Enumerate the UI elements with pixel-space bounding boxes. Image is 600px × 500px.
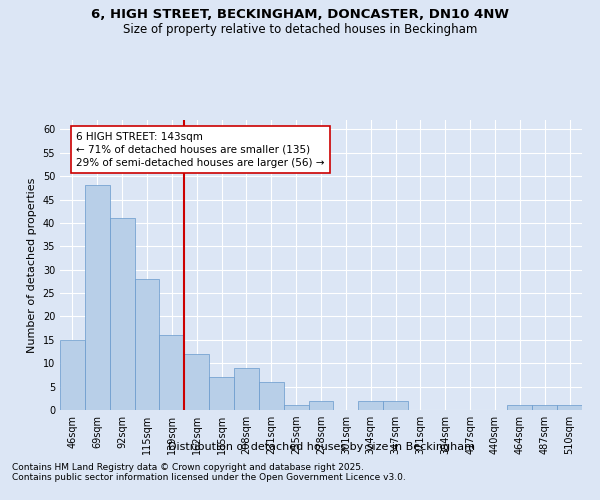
Bar — [557, 406, 582, 410]
Bar — [308, 400, 334, 410]
Bar — [358, 400, 383, 410]
Y-axis label: Number of detached properties: Number of detached properties — [27, 178, 37, 352]
Text: Distribution of detached houses by size in Beckingham: Distribution of detached houses by size … — [167, 442, 475, 452]
Bar — [532, 406, 557, 410]
Text: Contains public sector information licensed under the Open Government Licence v3: Contains public sector information licen… — [12, 474, 406, 482]
Bar — [184, 354, 209, 410]
Bar — [234, 368, 259, 410]
Text: 6, HIGH STREET, BECKINGHAM, DONCASTER, DN10 4NW: 6, HIGH STREET, BECKINGHAM, DONCASTER, D… — [91, 8, 509, 20]
Bar — [284, 406, 308, 410]
Text: Size of property relative to detached houses in Beckingham: Size of property relative to detached ho… — [123, 22, 477, 36]
Text: 6 HIGH STREET: 143sqm
← 71% of detached houses are smaller (135)
29% of semi-det: 6 HIGH STREET: 143sqm ← 71% of detached … — [76, 132, 325, 168]
Bar — [85, 186, 110, 410]
Text: Contains HM Land Registry data © Crown copyright and database right 2025.: Contains HM Land Registry data © Crown c… — [12, 464, 364, 472]
Bar — [110, 218, 134, 410]
Bar — [60, 340, 85, 410]
Bar — [508, 406, 532, 410]
Bar — [160, 335, 184, 410]
Bar — [259, 382, 284, 410]
Bar — [209, 378, 234, 410]
Bar — [383, 400, 408, 410]
Bar — [134, 279, 160, 410]
